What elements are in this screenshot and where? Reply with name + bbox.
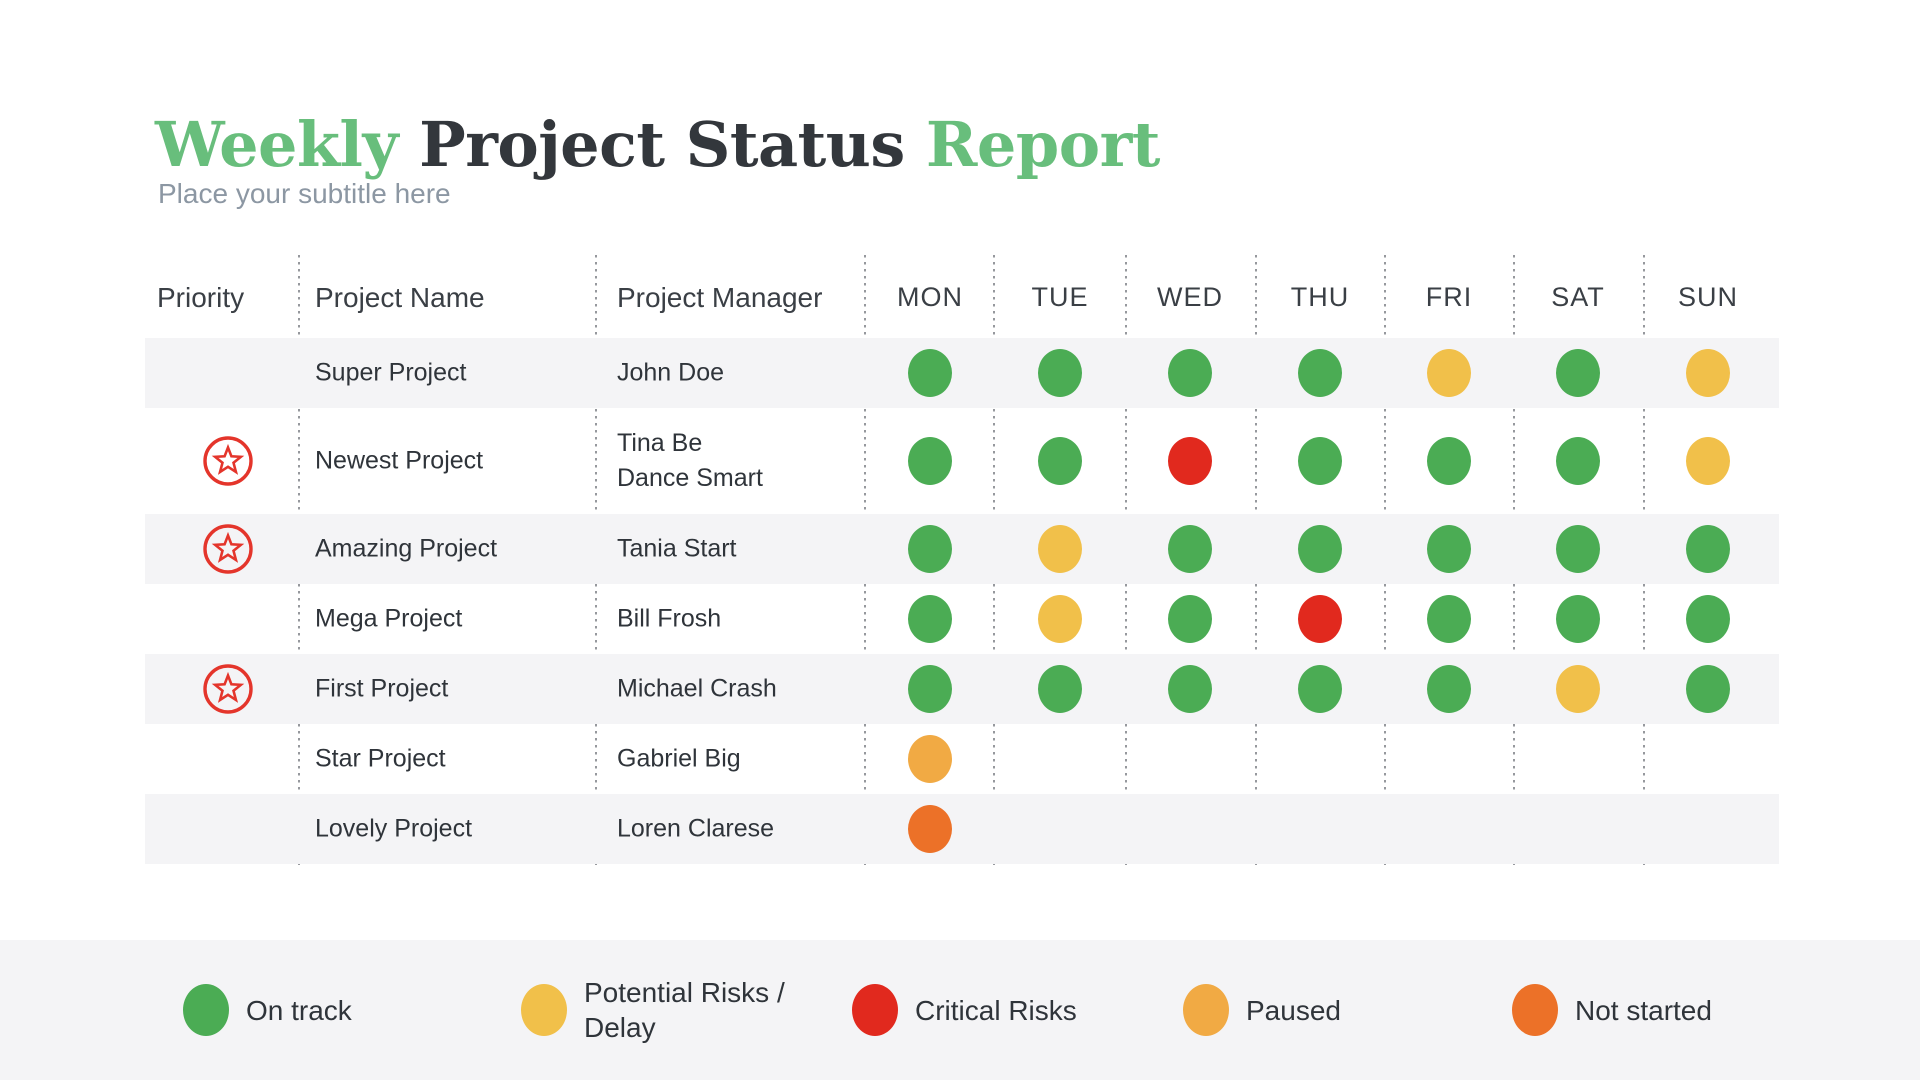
column-header-sat: SAT: [1551, 282, 1605, 312]
legend-item-potential-risk: Potential Risks / Delay: [521, 975, 785, 1045]
table-row: Star Project Gabriel Big: [145, 724, 1779, 794]
priority-marker: [202, 523, 254, 575]
project-manager: Loren Clarese: [617, 814, 775, 843]
project-manager: Gabriel Big: [617, 744, 741, 773]
status-dot-on-track: [908, 525, 952, 573]
status-dot-on-track: [1298, 437, 1342, 485]
status-dot-on-track: [1168, 349, 1212, 397]
table-row: Lovely Project Loren Clarese: [145, 794, 1779, 864]
project-name: Newest Project: [315, 446, 484, 475]
status-dot-on-track: [1556, 525, 1600, 573]
legend-item-on-track: On track: [183, 984, 352, 1036]
project-name: First Project: [315, 674, 449, 703]
table-row: Super Project John Doe: [145, 338, 1779, 408]
column-header-project-manager: Project Manager: [617, 282, 823, 313]
project-manager: Bill Frosh: [617, 604, 722, 633]
title-part-weekly: Weekly: [155, 107, 420, 181]
priority-marker: [202, 435, 254, 487]
project-manager: Michael Crash: [617, 674, 777, 703]
column-header-priority: Priority: [157, 282, 245, 313]
legend-dot-on-track: [183, 984, 229, 1036]
table-row: Mega Project Bill Frosh: [145, 584, 1779, 654]
legend-item-not-started: Not started: [1512, 984, 1712, 1036]
status-dot-critical-risk: [1298, 595, 1342, 643]
project-name: Super Project: [315, 358, 467, 387]
status-dot-potential-risk: [1427, 349, 1471, 397]
status-dot-on-track: [1038, 665, 1082, 713]
status-dot-on-track: [1038, 437, 1082, 485]
status-dot-on-track: [908, 437, 952, 485]
project-manager: Tina Be Dance Smart: [617, 429, 763, 492]
status-dot-on-track: [908, 595, 952, 643]
status-dot-on-track: [1556, 437, 1600, 485]
status-dot-not-started: [908, 805, 952, 853]
status-dot-on-track: [1298, 665, 1342, 713]
priority-marker: [202, 663, 254, 715]
status-dot-potential-risk: [1556, 665, 1600, 713]
project-name: Star Project: [315, 744, 446, 773]
column-header-fri: FRI: [1425, 282, 1473, 312]
status-dot-on-track: [908, 349, 952, 397]
page-title: Weekly Project Status Report: [155, 108, 1160, 181]
table-row: Amazing Project Tania Start: [145, 514, 1779, 584]
legend-item-paused: Paused: [1183, 984, 1341, 1036]
page-subtitle: Place your subtitle here: [158, 178, 451, 209]
status-dot-potential-risk: [1686, 349, 1730, 397]
status-dot-on-track: [1298, 349, 1342, 397]
status-dot-paused: [908, 735, 952, 783]
legend-dot-potential-risk: [521, 984, 567, 1036]
project-manager: John Doe: [617, 358, 725, 387]
status-dot-potential-risk: [1686, 437, 1730, 485]
project-name: Lovely Project: [315, 814, 473, 843]
legend-dot-critical-risk: [852, 984, 898, 1036]
legend-bar: On track Potential Risks / Delay Critical …: [0, 940, 1920, 1080]
title-part-report: Report: [925, 107, 1160, 181]
table-body: Super Project John Doe Newest Project Tina …: [145, 338, 1779, 864]
table-row: First Project Michael Crash: [145, 654, 1779, 724]
project-name: Mega Project: [315, 604, 463, 633]
status-dot-on-track: [1168, 595, 1212, 643]
priority-star-icon: [203, 664, 253, 714]
legend-dot-paused: [1183, 984, 1229, 1036]
legend-label: On track: [246, 994, 352, 1026]
legend-label: Potential Risks / Delay: [584, 977, 785, 1043]
status-dot-critical-risk: [1168, 437, 1212, 485]
status-dot-on-track: [1556, 349, 1600, 397]
title-part-project-status: Project Status: [419, 107, 926, 181]
status-dot-on-track: [1427, 525, 1471, 573]
priority-star-icon: [203, 524, 253, 574]
legend-label: Critical Risks: [915, 994, 1077, 1026]
status-dot-on-track: [1686, 665, 1730, 713]
status-dot-on-track: [1427, 595, 1471, 643]
status-dot-potential-risk: [1038, 525, 1082, 573]
status-dot-on-track: [1556, 595, 1600, 643]
legend-item-critical-risk: Critical Risks: [852, 984, 1077, 1036]
project-name: Amazing Project: [315, 534, 498, 563]
legend-dot-not-started: [1512, 984, 1558, 1036]
column-header-wed: WED: [1157, 282, 1223, 312]
table-row: Newest Project Tina Be Dance Smart: [145, 408, 1779, 514]
column-header-tue: TUE: [1031, 282, 1089, 312]
status-dot-potential-risk: [1038, 595, 1082, 643]
status-dot-on-track: [908, 665, 952, 713]
status-dot-on-track: [1427, 437, 1471, 485]
column-header-thu: THU: [1290, 282, 1350, 312]
status-dot-on-track: [1427, 665, 1471, 713]
status-dot-on-track: [1298, 525, 1342, 573]
status-dot-on-track: [1686, 595, 1730, 643]
column-header-mon: MON: [897, 282, 963, 312]
project-manager: Tania Start: [617, 534, 737, 563]
status-table: Priority Project Name Project Manager MO…: [145, 255, 1779, 865]
priority-star-icon: [203, 436, 253, 486]
legend-label: Not started: [1575, 994, 1712, 1026]
status-dot-on-track: [1686, 525, 1730, 573]
status-dot-on-track: [1038, 349, 1082, 397]
column-header-project-name: Project Name: [315, 282, 485, 313]
column-header-sun: SUN: [1677, 282, 1739, 312]
legend-label: Paused: [1246, 994, 1341, 1026]
status-dot-on-track: [1168, 665, 1212, 713]
status-dot-on-track: [1168, 525, 1212, 573]
